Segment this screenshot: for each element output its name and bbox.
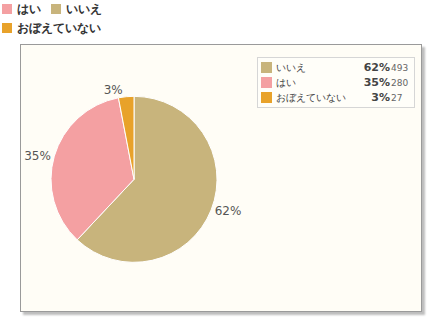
html-text:おぼえていない: おぼえていない — [276, 92, 346, 103]
html-text:はい: はい — [276, 77, 296, 88]
svg-text:35%: 35% — [24, 149, 51, 163]
html-text:いいえ: いいえ — [66, 2, 102, 16]
svg-text:3%: 3% — [104, 83, 123, 97]
html-text:いいえ: いいえ — [276, 62, 306, 73]
svg-text:62%: 62% — [215, 204, 242, 218]
html-text:おぼえていない: おぼえていない — [17, 21, 101, 35]
html-text:62%493: 62%493 — [363, 61, 409, 74]
html-text:35%280: 35%280 — [363, 76, 409, 89]
html-text:3%27: 3%27 — [371, 91, 403, 104]
html-text:はい: はい — [17, 2, 41, 16]
